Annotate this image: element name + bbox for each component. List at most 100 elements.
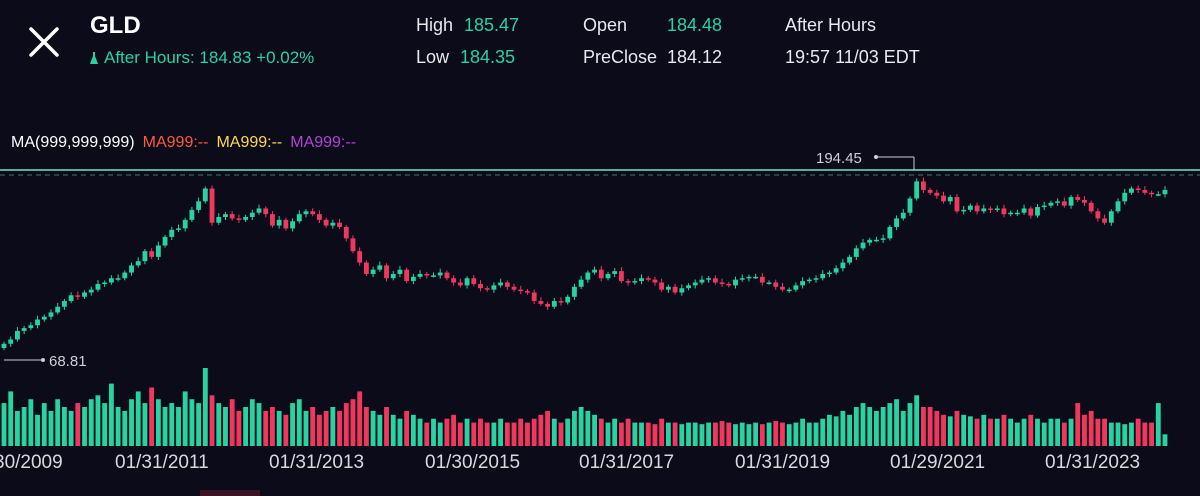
candle-body [518,289,524,292]
volume-bar [833,416,839,446]
flask-icon [90,52,98,64]
candle-body [330,222,336,226]
volume-bar [518,418,524,446]
volume-bar [988,418,993,446]
candle-body [68,295,74,302]
volume-bar [35,414,40,446]
volume-bar [598,418,604,446]
volume-bar [337,410,342,446]
volume-bar [1082,414,1087,446]
volume-bar [390,414,396,446]
volume-bar [1035,418,1040,446]
candle-body [1048,202,1054,206]
volume-bar [457,422,463,446]
candle-body [618,271,624,282]
volume-bar [525,422,530,446]
candle-body [1095,211,1101,219]
volume-bar [914,395,920,446]
volume-bar [142,403,148,446]
volume-bar [377,414,383,446]
candle-body [1061,201,1067,206]
candle-body [390,273,396,279]
candle-body [431,275,436,277]
volume-bar [169,403,175,446]
volume-bar [55,399,61,446]
volume-bar [283,414,289,446]
candle-body [196,201,202,210]
volume-bar [504,422,510,446]
volume-bar [692,422,698,446]
candle-body [941,195,946,202]
volume-bar [162,407,168,446]
ma-legend-title: MA(999,999,999) [11,134,135,151]
candle-body [28,325,34,329]
volume-bar [538,414,544,446]
candle-body [525,291,530,293]
candle-body [565,296,571,303]
low-label: Low [416,47,450,67]
volume-bar [867,407,873,446]
candle-body [384,265,389,279]
candle-body [478,283,483,289]
candle-body [538,301,544,304]
volume-bar [491,422,497,446]
volume-bar [927,407,933,446]
volume-bar [270,407,275,446]
candle-body [712,278,718,283]
volume-bar [317,414,322,446]
candle-body [397,269,403,274]
candle-body [639,278,644,282]
candle-body [484,288,490,290]
volume-bar [330,407,336,446]
candle-body [270,214,275,226]
candle-body [652,279,658,283]
volume-bar [223,407,228,446]
candle-body [410,276,416,282]
volume-bar [733,424,738,446]
candle-body [914,181,920,199]
volume-bar [612,418,618,446]
volume-bar [249,399,255,446]
volume-bar [471,422,477,446]
candle-body [216,217,222,223]
close-icon[interactable] [26,24,62,60]
volume-bar [135,391,141,446]
low-value: 184.35 [460,47,516,67]
volume-bar [900,410,906,446]
volume-bar [706,422,712,446]
candle-body [357,251,363,263]
volume-bar [605,422,611,446]
candle-body [417,273,423,277]
candle-body [1068,197,1074,206]
volume-bar [95,395,101,446]
volume-bar [887,403,893,446]
candle-body [377,265,383,270]
session-time: 19:57 11/03 EDT [785,47,920,67]
volume-bar [860,403,866,446]
volume-bar [1048,418,1054,446]
volume-bar [229,399,235,446]
candle-body [920,181,926,190]
candle-body [739,278,745,280]
volume-bar [202,368,208,446]
candle-body [169,229,175,237]
candle-body [209,188,215,223]
candle-body [1135,188,1141,191]
candle-body [887,226,893,239]
candle-body [129,265,134,273]
volume-bar [122,410,128,446]
volume-bar [679,424,685,446]
candle-body [511,286,517,290]
volume-bar [176,407,181,446]
candle-body [974,205,980,212]
candle-body [1142,189,1148,193]
candle-body [303,211,309,215]
volume-bar [967,416,973,446]
candle-body [880,238,886,240]
candle-body [370,269,376,274]
volume-bar [1014,422,1020,446]
volume-bar [444,418,450,446]
x-axis-label-6: 01/29/2021 [890,452,985,473]
candle-body [55,306,61,313]
